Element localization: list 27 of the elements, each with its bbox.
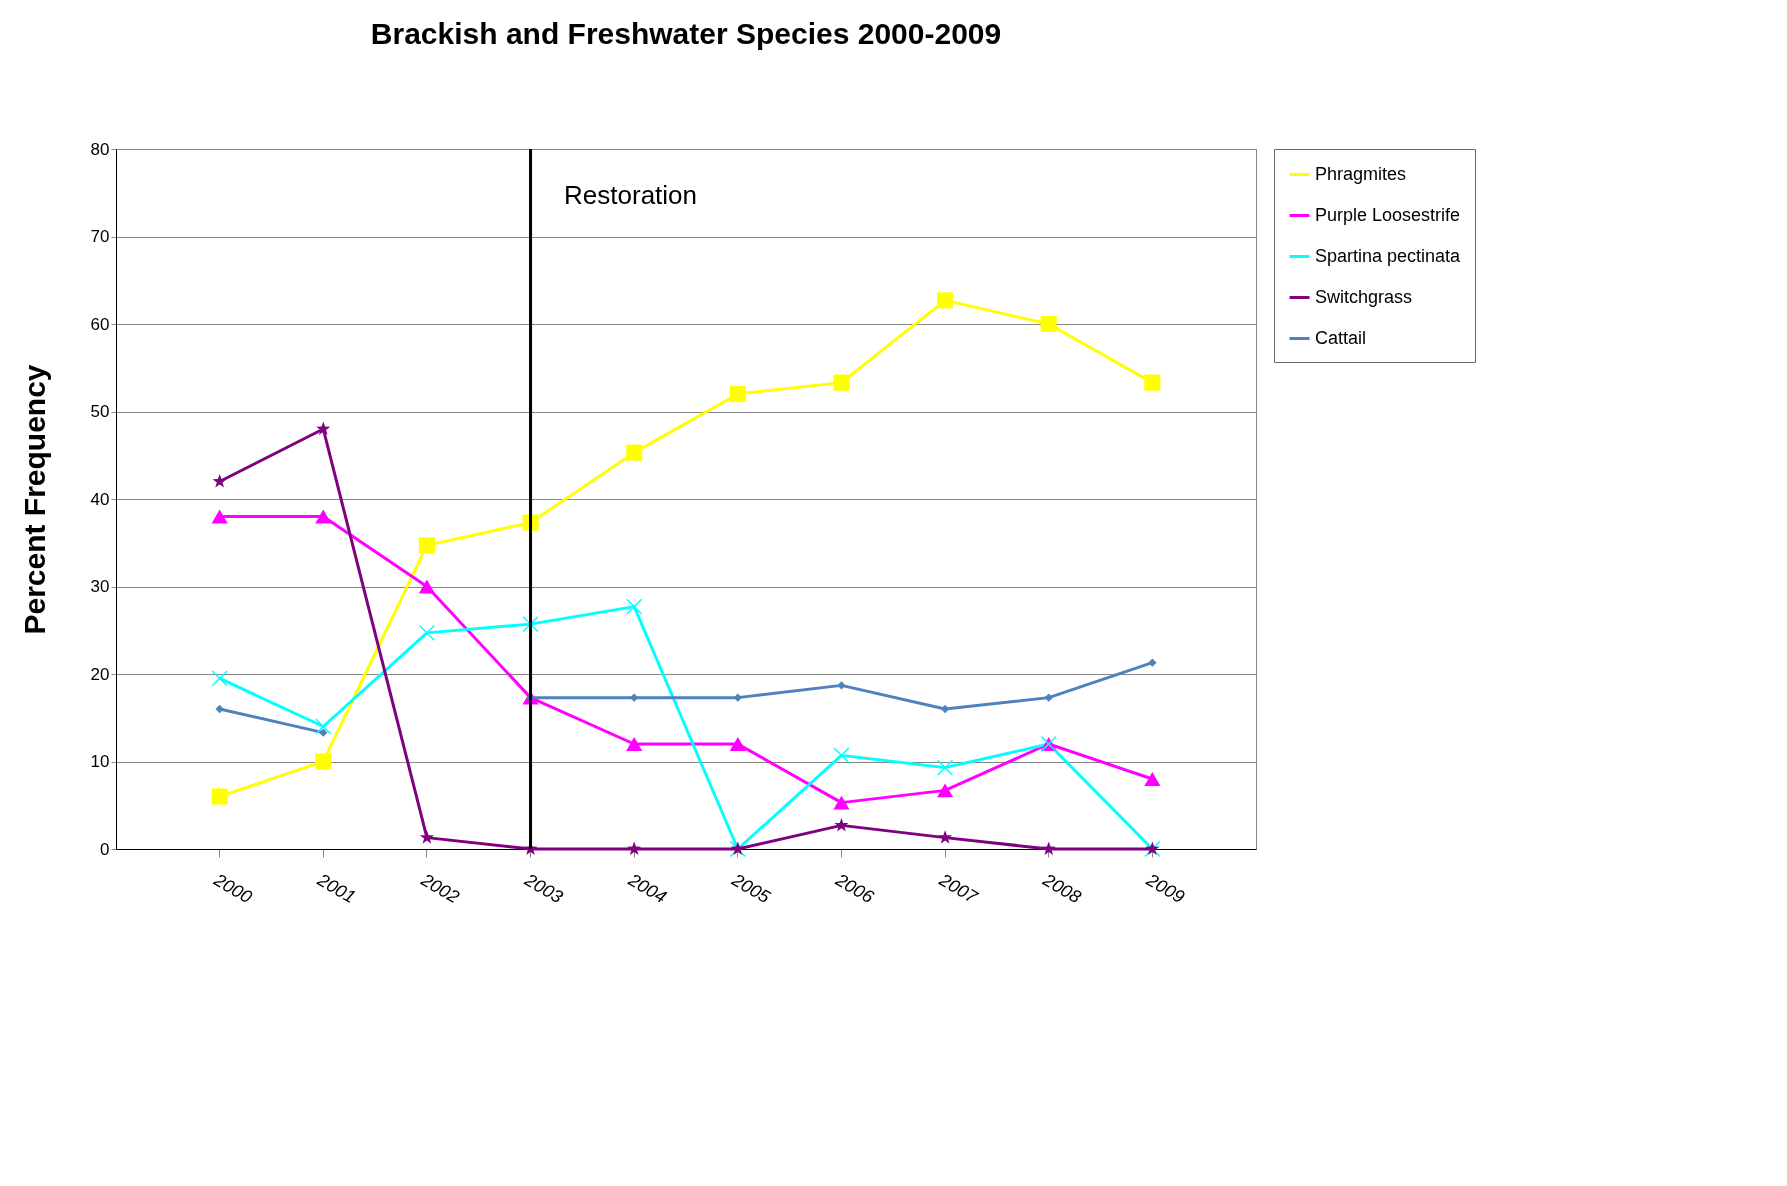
y-tick-label: 70 xyxy=(90,227,110,246)
legend-label: Switchgrass xyxy=(1315,286,1413,307)
y-axis-title: Percent Frequency xyxy=(17,364,51,635)
x-tick-label: 2004 xyxy=(624,869,670,908)
x-tick-label: 2008 xyxy=(1038,869,1085,908)
x-tick-label: 2001 xyxy=(313,869,359,908)
x-tick-label: 2005 xyxy=(727,869,775,908)
y-tick-label: 50 xyxy=(90,402,110,421)
x-tick-label: 2000 xyxy=(209,869,256,908)
y-tick-label: 80 xyxy=(90,139,110,159)
legend-label: Cattail xyxy=(1315,327,1367,348)
x-tick-label: 2003 xyxy=(520,869,567,908)
y-tick-label: 60 xyxy=(90,314,110,334)
chart-title: Brackish and Freshwater Species 2000-2009 xyxy=(370,17,1002,50)
y-tick-label: 20 xyxy=(90,664,110,684)
y-tick-label: 10 xyxy=(90,752,110,771)
x-tick-label: 2002 xyxy=(417,869,463,908)
legend-label: Purple Loosestrife xyxy=(1315,204,1461,225)
x-tick-label: 2006 xyxy=(831,869,878,908)
y-tick-label: 30 xyxy=(90,577,110,596)
y-tick-label: 40 xyxy=(90,489,110,509)
x-tick-label: 2007 xyxy=(935,869,982,908)
ref-line-label: Restoration xyxy=(564,180,698,210)
legend-label: Spartina pectinata xyxy=(1315,245,1462,266)
legend-label: Phragmites xyxy=(1315,163,1407,184)
y-tick-label: 0 xyxy=(100,839,110,859)
x-tick-label: 2009 xyxy=(1142,869,1189,908)
